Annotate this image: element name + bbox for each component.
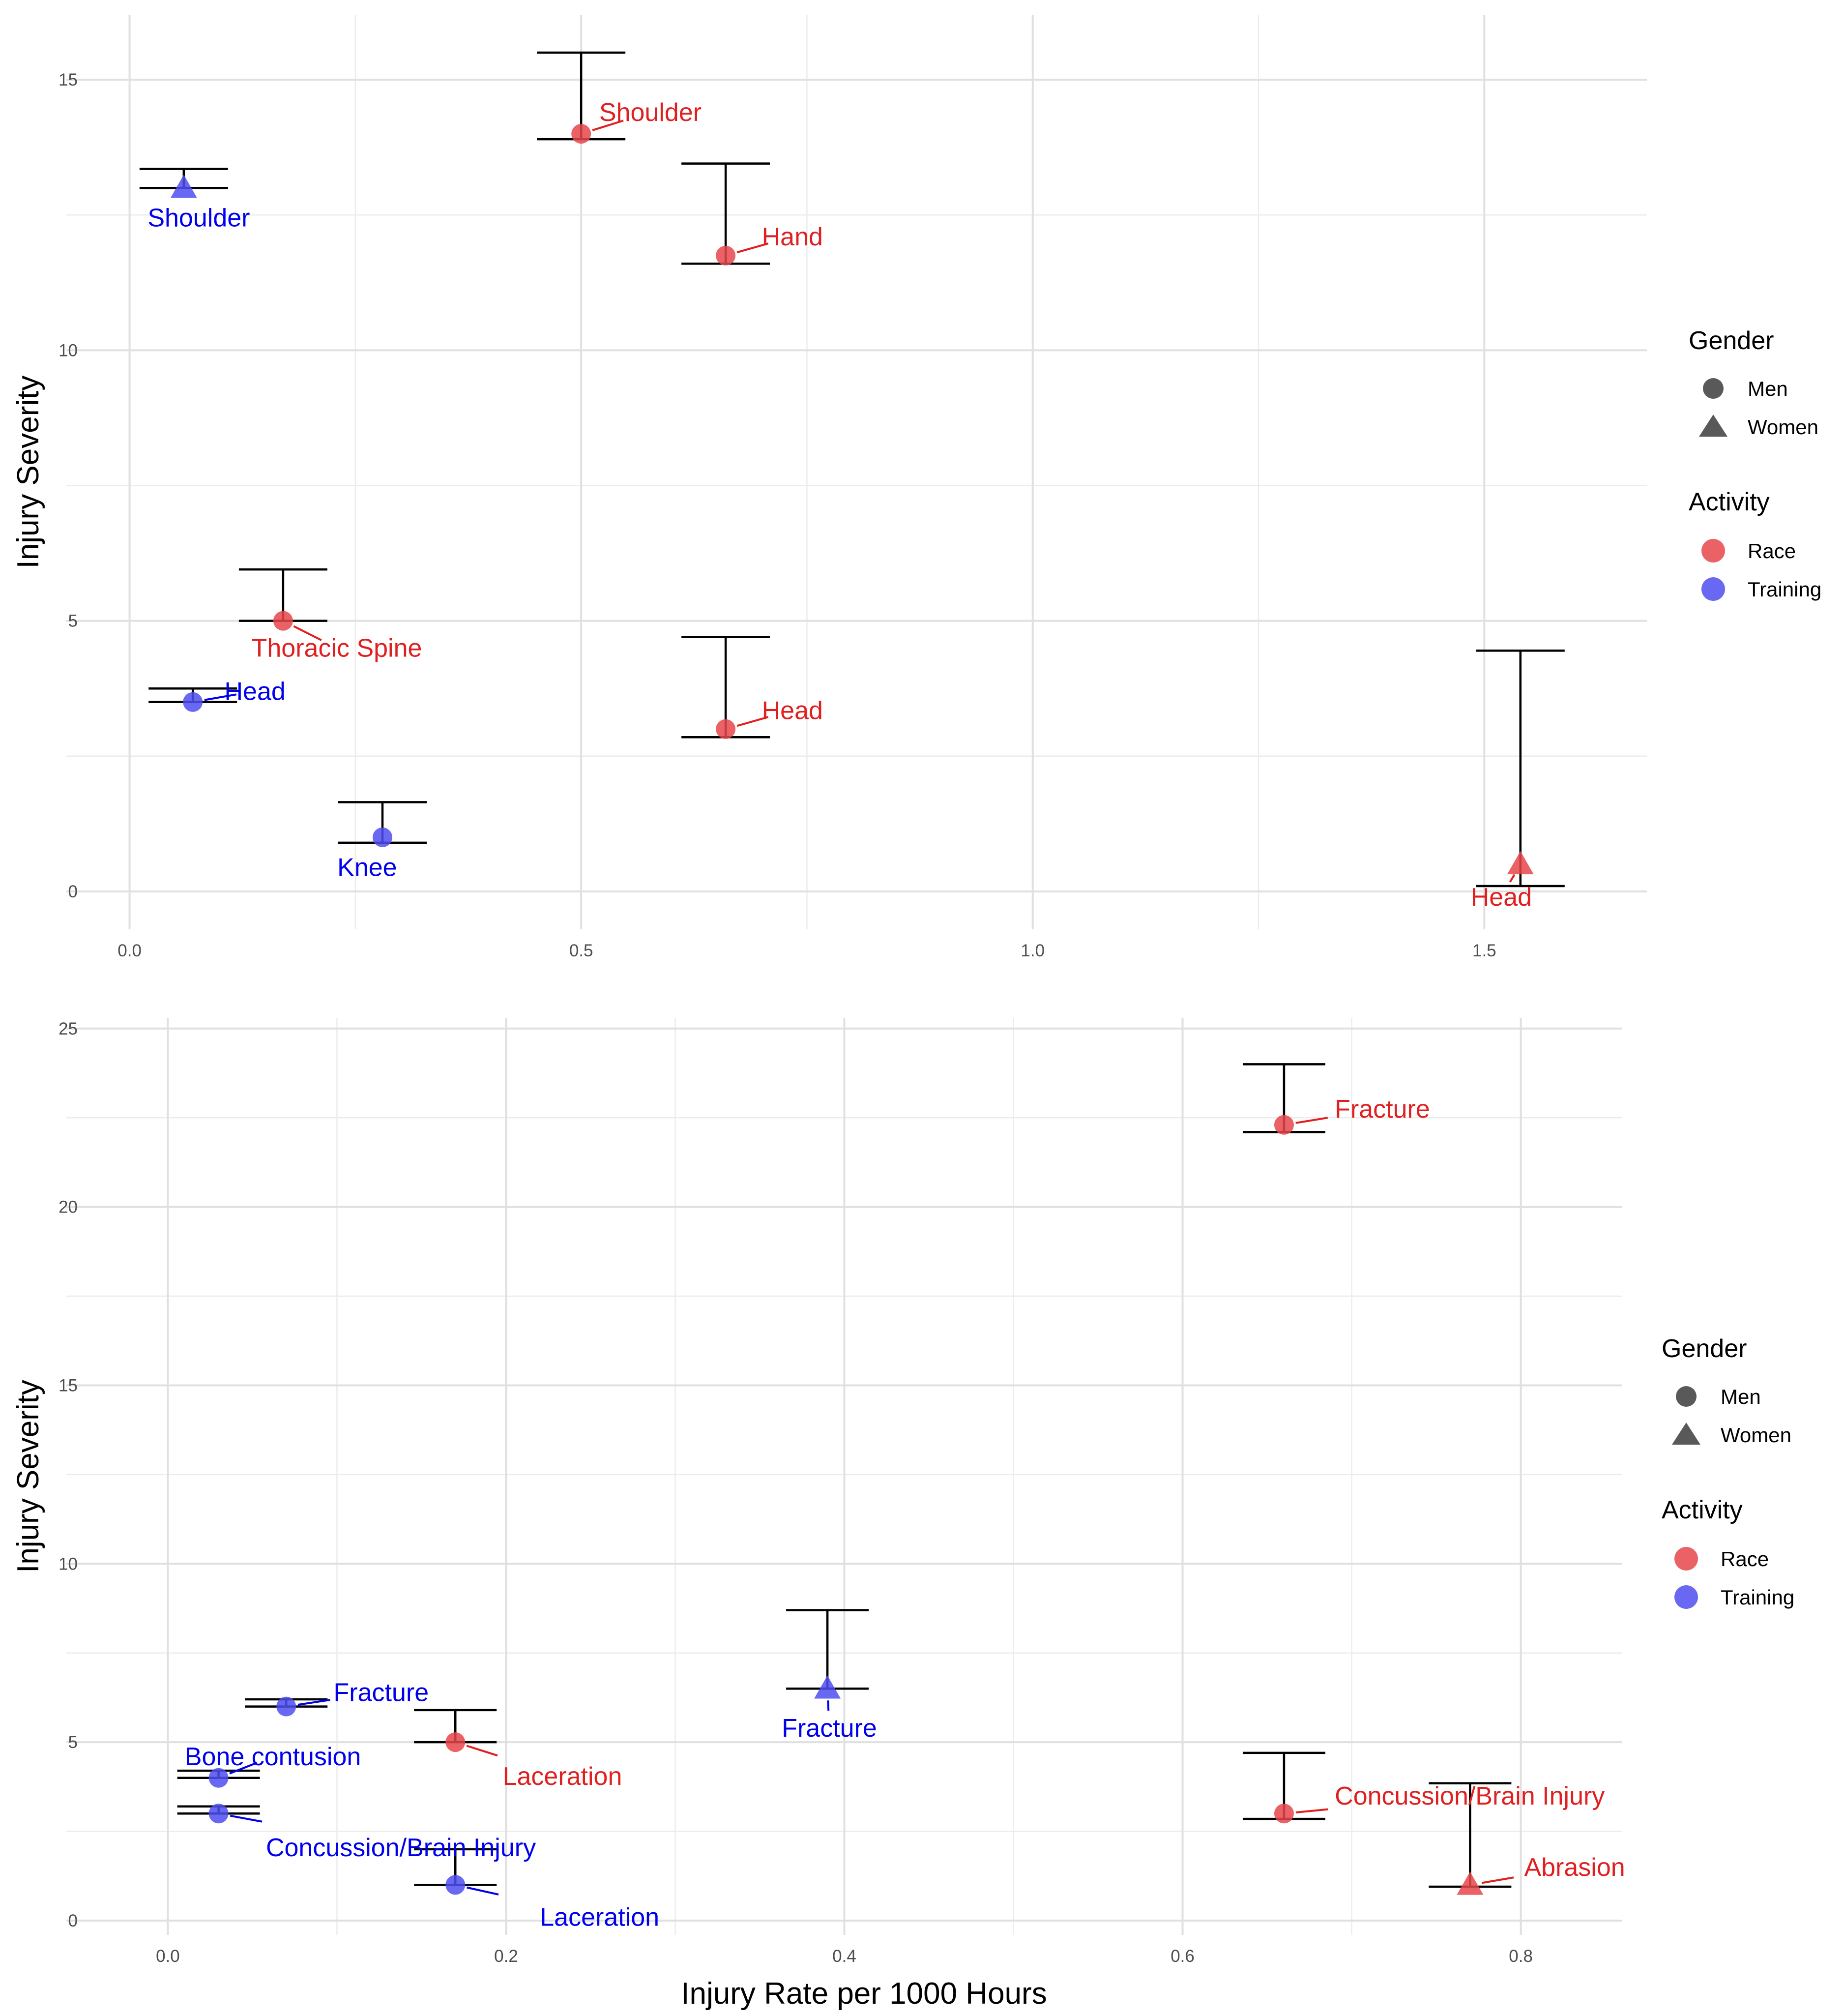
y-tick-label: 15 bbox=[59, 70, 78, 89]
data-point-circle bbox=[716, 719, 736, 739]
data-point-triangle bbox=[814, 1675, 841, 1699]
point-label: Head bbox=[225, 678, 286, 706]
label-leader bbox=[736, 716, 769, 727]
x-tick-label: 0.0 bbox=[156, 1947, 180, 1966]
point-label: Laceration bbox=[503, 1762, 622, 1791]
data-point-circle bbox=[571, 124, 591, 144]
x-tick-label: 0.2 bbox=[494, 1947, 518, 1966]
label-leader bbox=[297, 1699, 330, 1706]
label-leader bbox=[592, 119, 624, 131]
label-leader bbox=[293, 625, 322, 641]
data-point-circle bbox=[273, 611, 293, 631]
legend-label: Women bbox=[1721, 1423, 1791, 1447]
point-label: Head bbox=[1471, 883, 1532, 912]
label-leader bbox=[229, 1762, 258, 1775]
point-label: Concussion/Brain Injury bbox=[1335, 1782, 1605, 1810]
data-point-circle bbox=[208, 1768, 229, 1788]
point-label: Shoulder bbox=[147, 204, 250, 233]
legend-key-circle bbox=[1676, 1386, 1697, 1407]
legend-key-color bbox=[1701, 577, 1725, 601]
legend-title-gender: Gender bbox=[1662, 1334, 1747, 1363]
legend: Gender Men Women Activity Race Training bbox=[1662, 1334, 1794, 1609]
y-tick-label: 15 bbox=[59, 1376, 78, 1395]
x-tick-label: 1.0 bbox=[1021, 941, 1045, 960]
legend-key-color bbox=[1701, 539, 1725, 563]
y-tick-label: 0 bbox=[68, 1911, 78, 1930]
chart-panel-1: 0.0 0.5 1.0 1.5 0 5 10 15 Injury Severity Shoulde… bbox=[11, 15, 1821, 960]
x-tick-label: 1.5 bbox=[1472, 941, 1496, 960]
legend-key-color bbox=[1674, 1547, 1698, 1571]
point-label: Head bbox=[762, 696, 823, 725]
legend-label: Race bbox=[1748, 539, 1796, 563]
x-tick-label: 0.8 bbox=[1509, 1947, 1533, 1966]
data-point-circle bbox=[208, 1804, 229, 1824]
legend-label: Men bbox=[1721, 1385, 1761, 1408]
point-label: Bone contusion bbox=[185, 1743, 361, 1771]
data-point-circle bbox=[183, 692, 203, 712]
legend-label: Women bbox=[1748, 415, 1818, 439]
data-point-circle bbox=[1274, 1804, 1294, 1824]
label-leader bbox=[1295, 1117, 1328, 1124]
legend: Gender Men Women Activity Race Training bbox=[1689, 326, 1821, 601]
data-point-triangle bbox=[1507, 851, 1534, 875]
data-point-triangle bbox=[170, 175, 197, 198]
x-tick-label: 0.5 bbox=[569, 941, 593, 960]
label-leader bbox=[204, 693, 237, 701]
legend-key-circle bbox=[1703, 378, 1724, 399]
legend-label: Men bbox=[1748, 377, 1788, 400]
label-leader bbox=[1295, 1808, 1328, 1813]
y-tick-label: 10 bbox=[59, 341, 78, 360]
x-tick-label: 0.6 bbox=[1171, 1947, 1195, 1966]
y-tick-label: 5 bbox=[68, 1733, 78, 1752]
label-leader bbox=[736, 242, 769, 254]
label-leader bbox=[230, 1814, 263, 1823]
data-point-triangle bbox=[1457, 1871, 1484, 1895]
legend-label: Training bbox=[1721, 1586, 1794, 1609]
label-leader bbox=[466, 1745, 498, 1757]
legend-key-triangle bbox=[1672, 1423, 1700, 1445]
legend-label: Training bbox=[1748, 578, 1821, 601]
label-leader bbox=[1481, 1876, 1514, 1884]
data-point-circle bbox=[1274, 1115, 1294, 1135]
y-tick-label: 5 bbox=[68, 612, 78, 631]
label-leader bbox=[1509, 874, 1516, 883]
point-label: Knee bbox=[337, 853, 397, 882]
point-label: Fracture bbox=[1335, 1095, 1430, 1124]
data-point-circle bbox=[276, 1696, 296, 1717]
chart-panel-2: 0.0 0.2 0.4 0.6 0.8 0 5 10 15 20 25 Injury Severity… bbox=[11, 1018, 1794, 2011]
y-tick-label: 0 bbox=[68, 882, 78, 901]
point-label: Thoracic Spine bbox=[252, 634, 422, 663]
y-axis-title: Injury Severity bbox=[11, 376, 45, 569]
legend-title-activity: Activity bbox=[1662, 1496, 1743, 1524]
x-axis-title: Injury Rate per 1000 Hours bbox=[681, 1977, 1047, 2011]
x-tick-label: 0.4 bbox=[832, 1947, 856, 1966]
point-label: Concussion/Brain Injury bbox=[266, 1834, 536, 1862]
legend-label: Race bbox=[1721, 1547, 1769, 1571]
y-axis-title: Injury Severity bbox=[11, 1380, 45, 1573]
y-tick-label: 25 bbox=[59, 1019, 78, 1038]
y-tick-label: 20 bbox=[59, 1198, 78, 1217]
legend-key-color bbox=[1674, 1585, 1698, 1609]
point-label: Fracture bbox=[782, 1714, 877, 1743]
legend-title-activity: Activity bbox=[1689, 488, 1770, 516]
label-leader bbox=[467, 1886, 499, 1896]
x-tick-label: 0.0 bbox=[117, 941, 142, 960]
point-label: Hand bbox=[762, 223, 823, 251]
point-label: Fracture bbox=[334, 1679, 429, 1707]
data-point-circle bbox=[716, 245, 736, 266]
point-label: Laceration bbox=[540, 1903, 659, 1932]
data-point-circle bbox=[445, 1732, 466, 1752]
y-tick-label: 10 bbox=[59, 1554, 78, 1573]
legend-key-triangle bbox=[1699, 415, 1727, 437]
legend-title-gender: Gender bbox=[1689, 326, 1774, 355]
data-point-circle bbox=[373, 827, 392, 847]
error-bar bbox=[1476, 649, 1565, 888]
point-label: Abrasion bbox=[1524, 1853, 1625, 1882]
data-point-circle bbox=[445, 1875, 466, 1895]
